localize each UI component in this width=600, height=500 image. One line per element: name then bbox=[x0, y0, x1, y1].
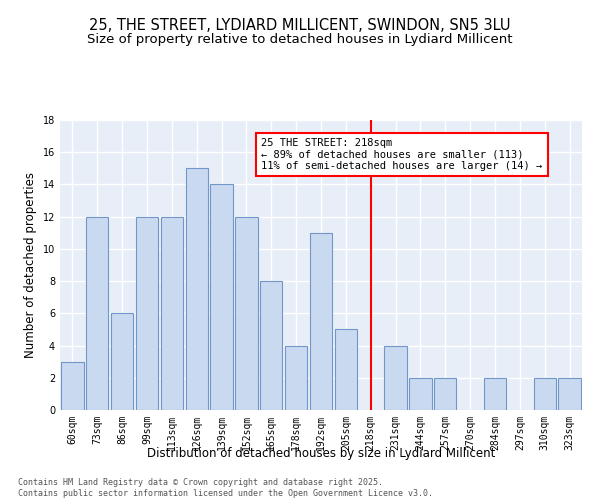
Bar bbox=[385, 346, 407, 410]
Bar bbox=[533, 378, 556, 410]
Y-axis label: Number of detached properties: Number of detached properties bbox=[24, 172, 37, 358]
Bar bbox=[111, 314, 133, 410]
Bar bbox=[409, 378, 431, 410]
Text: Size of property relative to detached houses in Lydiard Millicent: Size of property relative to detached ho… bbox=[87, 32, 513, 46]
Bar bbox=[260, 281, 283, 410]
Bar bbox=[185, 168, 208, 410]
Bar bbox=[161, 216, 183, 410]
Text: 25 THE STREET: 218sqm
← 89% of detached houses are smaller (113)
11% of semi-det: 25 THE STREET: 218sqm ← 89% of detached … bbox=[262, 138, 542, 171]
Bar bbox=[61, 362, 83, 410]
Bar bbox=[310, 233, 332, 410]
Bar bbox=[285, 346, 307, 410]
Bar bbox=[136, 216, 158, 410]
Text: Distribution of detached houses by size in Lydiard Millicent: Distribution of detached houses by size … bbox=[147, 448, 495, 460]
Bar bbox=[434, 378, 457, 410]
Text: 25, THE STREET, LYDIARD MILLICENT, SWINDON, SN5 3LU: 25, THE STREET, LYDIARD MILLICENT, SWIND… bbox=[89, 18, 511, 32]
Bar bbox=[235, 216, 257, 410]
Bar bbox=[211, 184, 233, 410]
Bar bbox=[484, 378, 506, 410]
Bar bbox=[335, 330, 357, 410]
Text: Contains HM Land Registry data © Crown copyright and database right 2025.
Contai: Contains HM Land Registry data © Crown c… bbox=[18, 478, 433, 498]
Bar bbox=[86, 216, 109, 410]
Bar bbox=[559, 378, 581, 410]
